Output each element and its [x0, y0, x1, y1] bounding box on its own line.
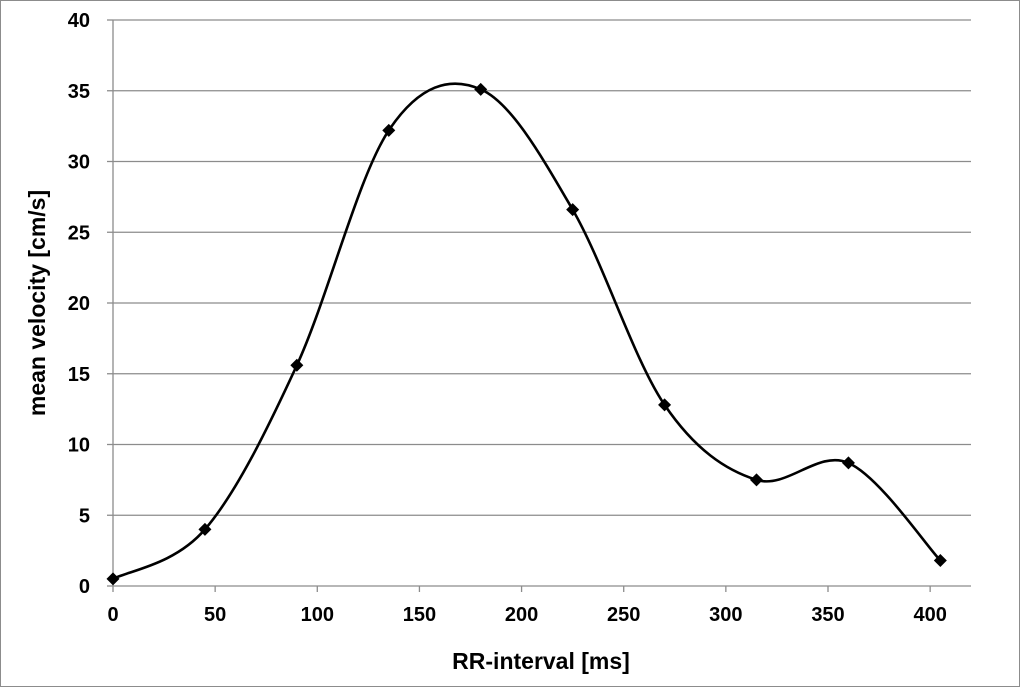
data-point [290, 358, 304, 372]
x-tick-label: 50 [204, 604, 226, 626]
data-point [841, 456, 855, 470]
x-tick-label: 350 [811, 604, 844, 626]
x-tick-label: 0 [107, 604, 118, 626]
x-tick-label: 400 [913, 604, 946, 626]
x-tick-label: 100 [301, 604, 334, 626]
x-axis-title: RR-interval [ms] [452, 648, 630, 674]
y-tick-label: 20 [68, 293, 90, 315]
series-line [112, 82, 942, 581]
data-point [382, 123, 396, 137]
y-tick-labels: 0 5 10 15 20 25 30 35 40 [68, 10, 90, 598]
y-tick-label: 25 [68, 222, 90, 244]
x-tick-labels: 0 50 100 150 200 250 300 350 400 [107, 604, 946, 626]
data-point [106, 572, 120, 586]
y-tick-label: 0 [79, 576, 90, 598]
axes [107, 19, 971, 592]
y-axis-title: mean velocity [cm/s] [24, 190, 50, 416]
x-tick-label: 150 [403, 604, 436, 626]
y-tick-label: 40 [68, 10, 90, 32]
y-tick-label: 35 [68, 81, 90, 103]
data-point [933, 554, 947, 568]
data-point [566, 203, 580, 217]
y-tick-label: 10 [68, 435, 90, 457]
data-point [474, 82, 488, 96]
gridlines [113, 19, 971, 516]
x-tick-label: 200 [505, 604, 538, 626]
data-point [198, 522, 212, 536]
data-point [658, 398, 672, 412]
y-tick-label: 15 [68, 364, 90, 386]
series-group [106, 82, 947, 586]
x-tick-label: 300 [709, 604, 742, 626]
y-tick-label: 30 [68, 152, 90, 174]
x-tick-label: 250 [607, 604, 640, 626]
y-tick-label: 5 [79, 505, 90, 527]
data-point [750, 473, 763, 487]
